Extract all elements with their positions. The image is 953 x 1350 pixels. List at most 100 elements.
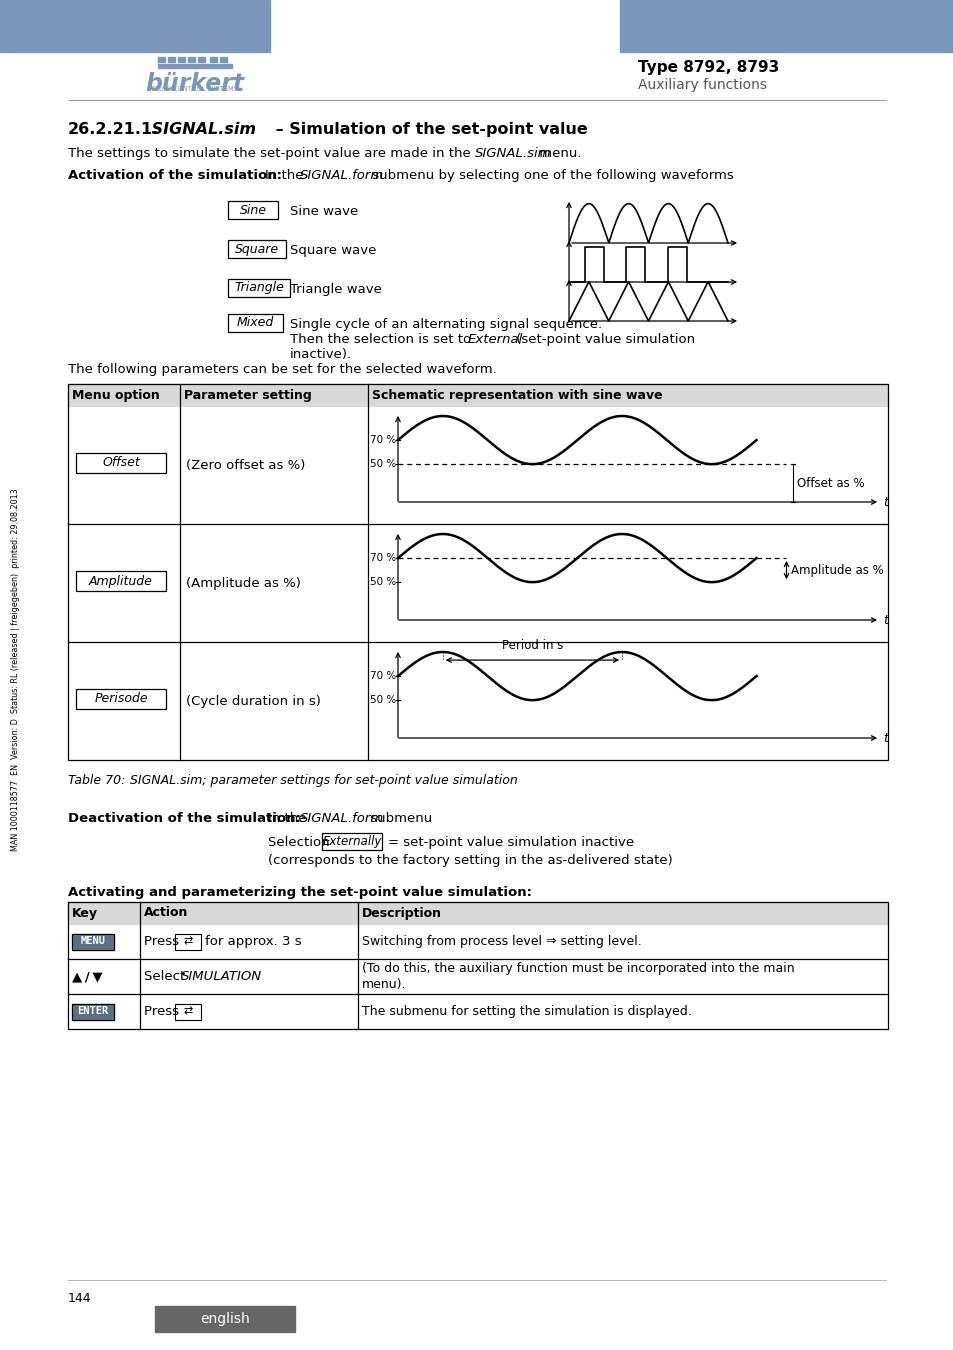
Bar (158, 63, 232, 68)
Bar (68, 902, 887, 923)
Text: 70 %: 70 % (370, 554, 395, 563)
Bar (71, 933, 113, 949)
Text: Amplitude: Amplitude (89, 575, 152, 587)
Text: (set-point value simulation: (set-point value simulation (512, 333, 695, 346)
Text: Square wave: Square wave (290, 244, 376, 256)
Text: The following parameters can be set for the selected waveform.: The following parameters can be set for … (68, 363, 497, 377)
Bar (619, 0, 953, 53)
Text: Square: Square (234, 243, 279, 255)
Text: Table 70:: Table 70: (68, 774, 125, 787)
Text: t: t (882, 495, 887, 509)
Text: SIGNAL.form: SIGNAL.form (299, 169, 384, 182)
Text: – Simulation of the set-point value: – Simulation of the set-point value (270, 122, 587, 136)
Text: SIMULATION: SIMULATION (181, 971, 262, 983)
Text: Selection: Selection (268, 836, 334, 849)
Bar (168, 57, 174, 62)
Text: Triangle wave: Triangle wave (290, 284, 381, 296)
Text: Key: Key (71, 906, 98, 919)
Bar (210, 57, 216, 62)
Text: Description: Description (361, 906, 441, 919)
Text: Menu option: Menu option (71, 389, 159, 401)
Text: Parameter setting: Parameter setting (184, 389, 312, 401)
Bar (175, 933, 201, 949)
Text: SIGNAL.form: SIGNAL.form (299, 811, 384, 825)
Bar (228, 315, 283, 332)
Text: Then the selection is set to: Then the selection is set to (290, 333, 475, 346)
Text: t: t (882, 613, 887, 626)
Bar (76, 688, 166, 709)
Text: 50 %: 50 % (370, 459, 395, 470)
Text: 70 %: 70 % (370, 671, 395, 682)
Text: The submenu for setting the simulation is displayed.: The submenu for setting the simulation i… (361, 1004, 691, 1018)
Text: Period in s: Period in s (501, 639, 562, 652)
Text: (Cycle duration in s): (Cycle duration in s) (186, 694, 320, 707)
Text: SIGNAL.sim: SIGNAL.sim (146, 122, 255, 136)
Text: Amplitude as %: Amplitude as % (791, 563, 883, 576)
Text: External: External (468, 333, 522, 346)
Text: t: t (882, 732, 887, 744)
Text: menu.: menu. (535, 147, 581, 161)
Bar (68, 383, 887, 760)
Bar (71, 1003, 113, 1019)
Text: Mixed: Mixed (236, 316, 274, 329)
Text: (Zero offset as %): (Zero offset as %) (186, 459, 305, 471)
Bar (68, 383, 887, 406)
Bar (71, 1003, 113, 1019)
Bar (178, 57, 185, 62)
Text: submenu by selecting one of the following waveforms: submenu by selecting one of the followin… (368, 169, 733, 182)
Text: Switching from process level ⇒ setting level.: Switching from process level ⇒ setting l… (361, 936, 641, 948)
Text: Type 8792, 8793: Type 8792, 8793 (638, 59, 779, 76)
Text: Sine: Sine (239, 204, 266, 216)
Bar (0, 0, 270, 53)
Text: Triangle: Triangle (233, 282, 284, 294)
Text: MENU: MENU (80, 937, 106, 946)
Text: 26.2.21.1.: 26.2.21.1. (68, 122, 159, 136)
Bar (76, 454, 166, 472)
Text: Activation of the simulation:: Activation of the simulation: (68, 169, 282, 182)
Text: (To do this, the auxiliary function must be incorporated into the main: (To do this, the auxiliary function must… (361, 963, 794, 975)
Text: menu).: menu). (361, 977, 406, 991)
Text: SIGNAL.sim; parameter settings for set-point value simulation: SIGNAL.sim; parameter settings for set-p… (130, 774, 517, 787)
Text: Sine wave: Sine wave (290, 205, 358, 217)
Text: The settings to simulate the set-point value are made in the: The settings to simulate the set-point v… (68, 147, 475, 161)
Text: english: english (200, 1312, 250, 1326)
Text: (Amplitude as %): (Amplitude as %) (186, 576, 300, 590)
Text: 50 %: 50 % (370, 695, 395, 705)
Text: (corresponds to the factory setting in the as-delivered state): (corresponds to the factory setting in t… (268, 855, 672, 867)
Bar (76, 571, 166, 591)
Text: = set-point value simulation inactive: = set-point value simulation inactive (388, 836, 634, 849)
Text: In the: In the (268, 811, 311, 825)
Bar (198, 57, 205, 62)
Bar (228, 201, 277, 219)
Bar (228, 279, 290, 297)
Text: submenu: submenu (366, 811, 432, 825)
Bar (175, 1003, 201, 1019)
Text: Offset: Offset (102, 456, 140, 470)
Text: Single cycle of an alternating signal sequence.: Single cycle of an alternating signal se… (290, 319, 601, 331)
Bar (68, 902, 887, 1029)
Text: Externally: Externally (322, 836, 381, 848)
Text: Action: Action (144, 906, 188, 919)
Text: inactive).: inactive). (290, 348, 352, 360)
Bar (154, 1305, 294, 1332)
Text: Auxiliary functions: Auxiliary functions (638, 78, 766, 92)
Text: Perisode: Perisode (94, 693, 148, 706)
Text: Schematic representation with sine wave: Schematic representation with sine wave (372, 389, 662, 401)
Text: Press: Press (144, 936, 183, 948)
Bar (322, 833, 381, 851)
Text: 70 %: 70 % (370, 435, 395, 446)
Text: ⇄: ⇄ (184, 1007, 193, 1017)
Text: ⇄: ⇄ (184, 937, 193, 946)
Text: 50 %: 50 % (370, 578, 395, 587)
Bar (228, 240, 286, 258)
Bar (220, 57, 227, 62)
Text: Press: Press (144, 1004, 183, 1018)
Text: ▲ / ▼: ▲ / ▼ (71, 971, 103, 983)
Bar (71, 933, 113, 949)
Text: Offset as %: Offset as % (797, 477, 864, 490)
Bar (188, 57, 194, 62)
Text: MAN 1000118577  EN  Version: D  Status: RL (released | freigegeben)  printed: 29: MAN 1000118577 EN Version: D Status: RL … (11, 489, 20, 852)
Text: SIGNAL.sim: SIGNAL.sim (475, 147, 551, 161)
Text: Activating and parameterizing the set-point value simulation:: Activating and parameterizing the set-po… (68, 886, 532, 899)
Text: Deactivation of the simulation:: Deactivation of the simulation: (68, 811, 300, 825)
